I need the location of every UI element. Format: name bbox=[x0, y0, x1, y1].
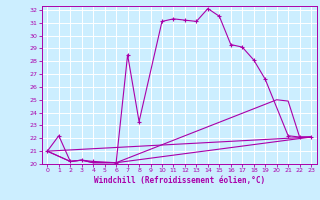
X-axis label: Windchill (Refroidissement éolien,°C): Windchill (Refroidissement éolien,°C) bbox=[94, 176, 265, 185]
